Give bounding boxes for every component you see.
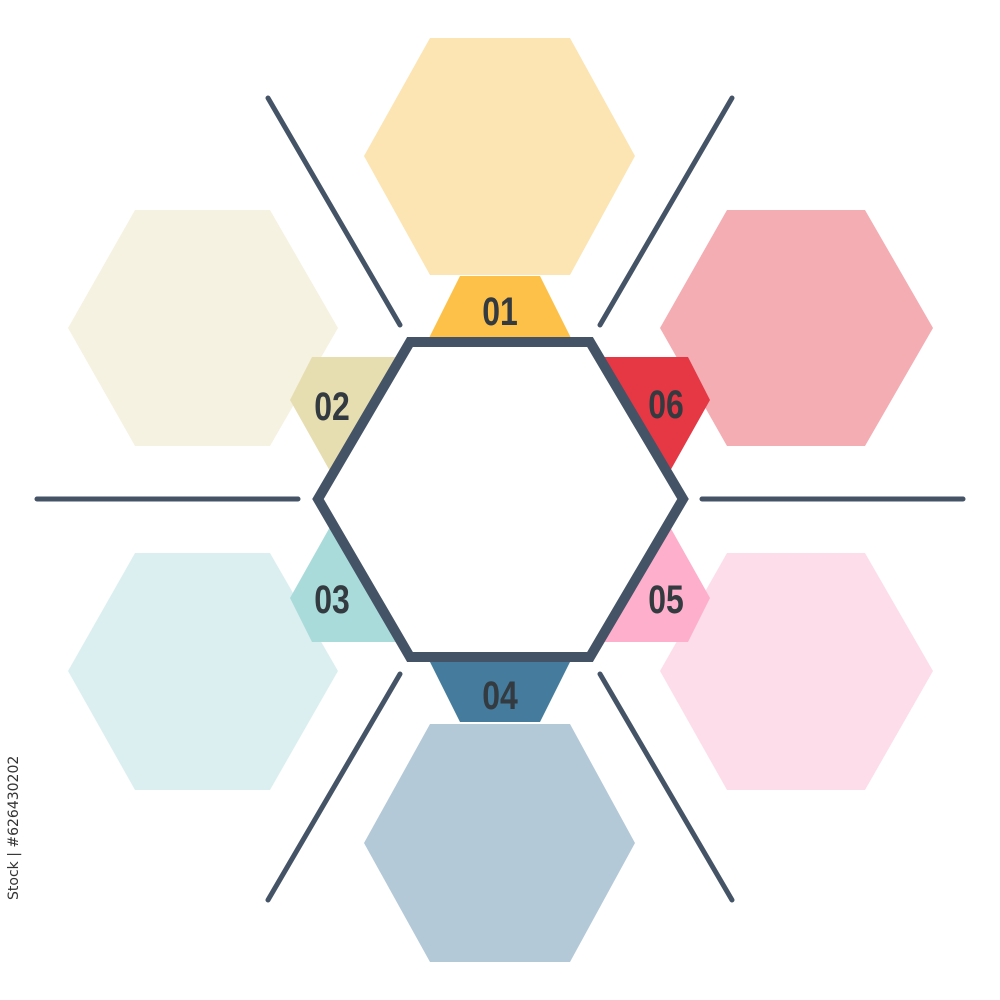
center-hexagon [312,337,689,662]
divider-lines [34,95,966,903]
stock-credit-watermark: Stock | #626430202 [6,755,22,900]
divider-line [265,671,403,903]
step-label-03: 03 [314,577,350,622]
outer-hexagon-02 [68,210,338,446]
divider-line [597,671,735,903]
outer-hexagon-06 [660,210,933,446]
outer-hexagon-04 [364,724,635,962]
step-label-06: 06 [648,382,684,427]
step-label-02: 02 [314,384,350,429]
step-label-01: 01 [482,289,518,334]
outer-hexagon-01 [364,38,635,275]
outer-hexagon-05 [660,553,933,790]
divider-line [597,95,735,328]
tab-01 [428,276,572,340]
step-label-05: 05 [648,577,684,622]
step-label-04: 04 [482,673,518,718]
divider-line [265,95,403,328]
tab-04 [428,658,572,722]
outer-hexagon-03 [68,553,338,790]
